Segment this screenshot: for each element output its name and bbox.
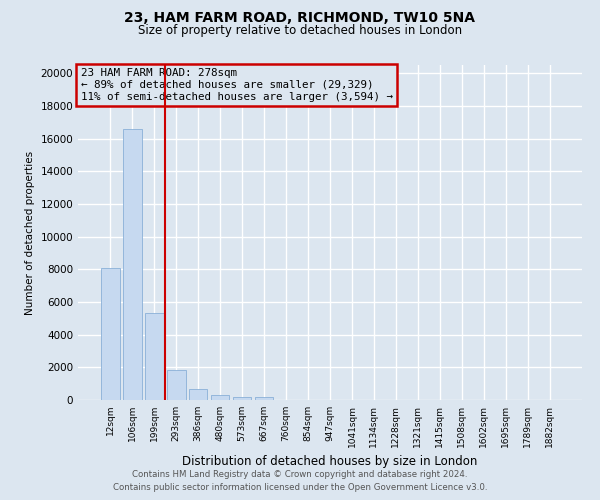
Text: Size of property relative to detached houses in London: Size of property relative to detached ho… — [138, 24, 462, 37]
Bar — [123, 128, 142, 400]
Bar — [233, 396, 251, 400]
Bar — [101, 268, 119, 400]
Text: 23, HAM FARM ROAD, RICHMOND, TW10 5NA: 23, HAM FARM ROAD, RICHMOND, TW10 5NA — [125, 11, 476, 25]
Bar — [255, 397, 274, 400]
Text: Contains HM Land Registry data © Crown copyright and database right 2024.
Contai: Contains HM Land Registry data © Crown c… — [113, 470, 487, 492]
Bar — [145, 314, 164, 400]
X-axis label: Distribution of detached houses by size in London: Distribution of detached houses by size … — [182, 456, 478, 468]
Bar — [167, 370, 185, 400]
Y-axis label: Number of detached properties: Number of detached properties — [25, 150, 35, 314]
Bar — [189, 388, 208, 400]
Bar — [211, 395, 229, 400]
Text: 23 HAM FARM ROAD: 278sqm
← 89% of detached houses are smaller (29,329)
11% of se: 23 HAM FARM ROAD: 278sqm ← 89% of detach… — [80, 68, 392, 102]
